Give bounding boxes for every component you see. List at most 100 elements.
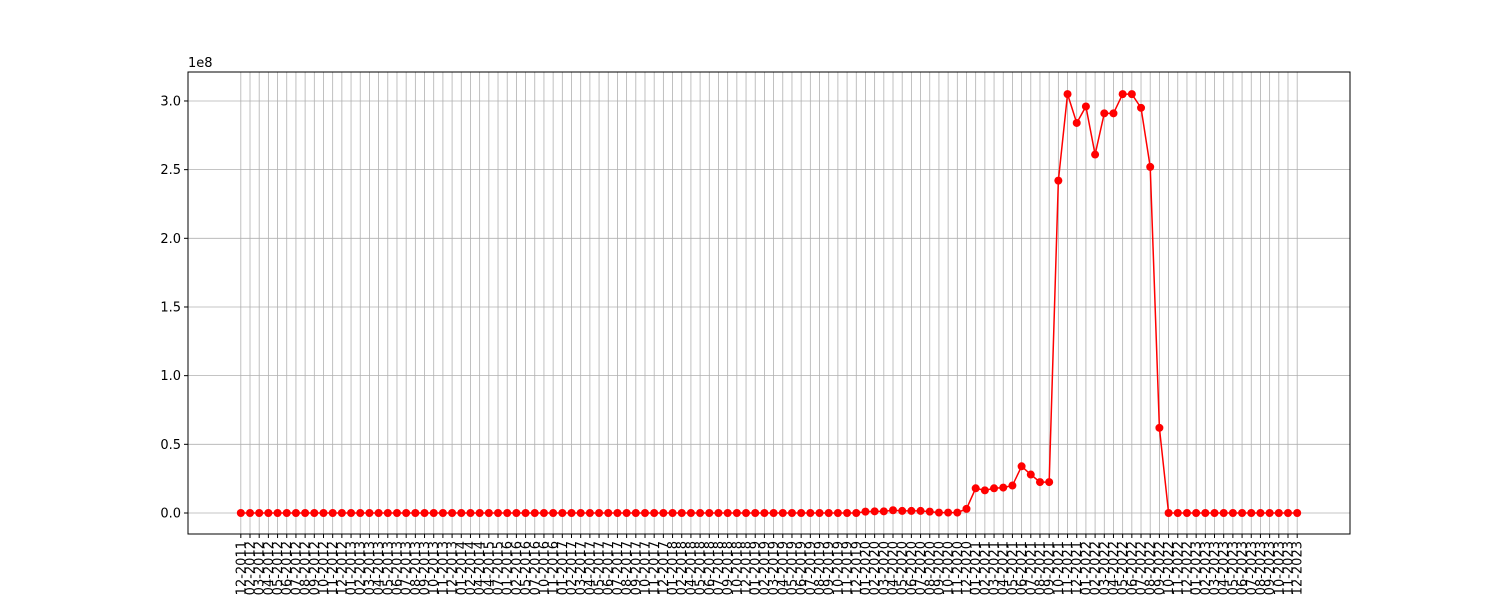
x-tick-label: 01-2017 — [556, 541, 571, 595]
x-tick-label: 07-2018 — [712, 541, 727, 595]
x-tick-label: 10-2022 — [1162, 541, 1177, 595]
point — [1137, 103, 1146, 112]
point — [1091, 150, 1100, 159]
point — [861, 507, 870, 516]
x-tick-label: 03-2019 — [767, 541, 782, 595]
point — [1127, 90, 1136, 99]
x-tick-label: 05-2019 — [785, 541, 800, 595]
y-tick-label: 2.0 — [160, 232, 181, 247]
plot-area — [236, 90, 1302, 517]
x-tick-label: 10-2012 — [317, 541, 332, 595]
x-tick-label: 02-2017 — [565, 541, 580, 595]
x-tick-label: 04-2018 — [684, 541, 699, 595]
x-tick-label: 09-2013 — [418, 541, 433, 595]
x-tick-label: 02-2013 — [354, 541, 369, 595]
x-tick-label: 02-2016 — [510, 541, 525, 595]
point — [806, 508, 815, 517]
x-tick-label: 08-2017 — [620, 541, 635, 595]
x-tick-label: 12-2017 — [657, 541, 672, 595]
point — [1035, 478, 1044, 487]
x-tick-label: 03-2012 — [253, 541, 268, 595]
x-tick-label: 06-2021 — [1015, 541, 1030, 595]
x-tick-label: 08-2022 — [1144, 541, 1159, 595]
x-tick-label: 03-2023 — [1208, 541, 1223, 595]
point — [659, 508, 668, 517]
point — [383, 508, 392, 517]
point — [530, 508, 539, 517]
point — [907, 506, 916, 515]
x-tick-label: 09-2022 — [1153, 541, 1168, 595]
point — [411, 508, 420, 517]
x-tick-label: 09-2019 — [822, 541, 837, 595]
point — [1072, 118, 1081, 127]
x-tick-label: 03-2017 — [574, 541, 589, 595]
point — [686, 508, 695, 517]
point — [567, 508, 576, 517]
x-tick-label: 12-2022 — [1180, 541, 1195, 595]
x-tick-label: 11-2016 — [547, 541, 562, 595]
point — [429, 508, 438, 517]
y-tick-label: 2.5 — [160, 163, 181, 178]
point — [1247, 508, 1256, 517]
point — [273, 508, 282, 517]
x-tick-label: 06-2012 — [280, 541, 295, 595]
point — [1100, 109, 1109, 118]
x-tick-label: 01-2014 — [455, 541, 470, 595]
x-tick-label: 05-2012 — [271, 541, 286, 595]
x-tick-label: 12-2020 — [960, 541, 975, 595]
x-tick-label: 05-2017 — [593, 541, 608, 595]
x-tick-label: 11-2019 — [841, 541, 856, 595]
point — [484, 508, 493, 517]
x-tick-label: 08-2019 — [813, 541, 828, 595]
x-tick-label: 01-2013 — [345, 541, 360, 595]
x-tick-label: 07-2022 — [1135, 541, 1150, 595]
x-tick-label: 04-2023 — [1217, 541, 1232, 595]
x-tick-label: 02-2022 — [1089, 541, 1104, 595]
point — [824, 508, 833, 517]
x-tick-label: 11-2023 — [1281, 541, 1296, 595]
x-tick-label: 11-2020 — [951, 541, 966, 595]
x-tick-label: 03-2013 — [363, 541, 378, 595]
x-tick-label: 02-2014 — [464, 541, 479, 595]
point — [751, 508, 760, 517]
x-tick-label: 07-2017 — [611, 541, 626, 595]
x-tick-label: 12-2013 — [446, 541, 461, 595]
x-tick-label: 02-2019 — [758, 541, 773, 595]
x-tick-label: 12-2011 — [234, 541, 249, 595]
point — [576, 508, 585, 517]
point — [640, 508, 649, 517]
point — [760, 508, 769, 517]
point — [503, 508, 512, 517]
point — [475, 508, 484, 517]
point — [1109, 109, 1118, 118]
x-tick-label: 07-2020 — [914, 541, 929, 595]
point — [236, 508, 245, 517]
point — [797, 508, 806, 517]
point — [879, 507, 888, 516]
x-tick-label: 05-2022 — [1116, 541, 1131, 595]
point — [650, 508, 659, 517]
point — [843, 508, 852, 517]
x-tick-label: 12-2018 — [740, 541, 755, 595]
x-tick-label: 06-2023 — [1236, 541, 1251, 595]
point — [705, 508, 714, 517]
point — [999, 483, 1008, 492]
point — [1192, 508, 1201, 517]
point — [1164, 508, 1173, 517]
point — [870, 507, 879, 516]
x-tick-label: 05-2021 — [1006, 541, 1021, 595]
point — [1063, 90, 1072, 99]
x-tick-label: 11-2012 — [326, 541, 341, 595]
point — [778, 508, 787, 517]
point — [1008, 481, 1017, 490]
point — [356, 508, 365, 517]
point — [962, 504, 971, 513]
point — [769, 508, 778, 517]
point — [1210, 508, 1219, 517]
x-tick-label: 12-2023 — [1291, 541, 1306, 595]
x-tick-label: 01-2016 — [501, 541, 516, 595]
point — [714, 508, 723, 517]
x-tick-label: 03-2022 — [1098, 541, 1113, 595]
point — [1045, 478, 1054, 487]
